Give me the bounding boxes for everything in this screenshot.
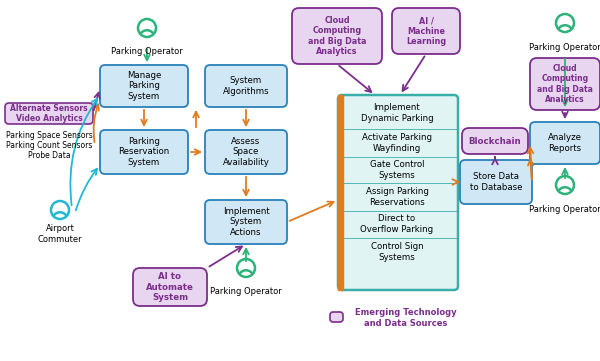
FancyBboxPatch shape	[205, 200, 287, 244]
FancyBboxPatch shape	[462, 128, 528, 154]
Text: Parking Operator: Parking Operator	[111, 48, 183, 57]
Text: Probe Data: Probe Data	[28, 152, 70, 161]
FancyBboxPatch shape	[133, 268, 207, 306]
FancyBboxPatch shape	[100, 65, 188, 107]
FancyBboxPatch shape	[338, 95, 458, 290]
FancyBboxPatch shape	[530, 58, 600, 110]
Bar	[338, 95, 343, 290]
Text: Control Sign
Systems: Control Sign Systems	[371, 242, 424, 262]
Text: Parking Space Sensors: Parking Space Sensors	[5, 131, 92, 140]
Text: Assess
Space
Availability: Assess Space Availability	[223, 137, 269, 167]
Text: Parking
Reservation
System: Parking Reservation System	[118, 137, 170, 167]
Text: Airport
Commuter: Airport Commuter	[38, 224, 82, 244]
FancyBboxPatch shape	[205, 65, 287, 107]
Text: Cloud
Computing
and Big Data
Analytics: Cloud Computing and Big Data Analytics	[308, 16, 366, 56]
Text: Parking Operator: Parking Operator	[210, 287, 282, 296]
Text: Gate Control
Systems: Gate Control Systems	[370, 160, 424, 180]
Text: Parking Operator: Parking Operator	[529, 43, 600, 52]
FancyBboxPatch shape	[292, 8, 382, 64]
Text: Direct to
Overflow Parking: Direct to Overflow Parking	[361, 214, 434, 234]
Text: Emerging Technology
and Data Sources: Emerging Technology and Data Sources	[355, 308, 457, 328]
FancyBboxPatch shape	[5, 103, 93, 124]
FancyBboxPatch shape	[205, 130, 287, 174]
Text: Blockchain: Blockchain	[469, 136, 521, 145]
Text: Manage
Parking
System: Manage Parking System	[127, 71, 161, 101]
Text: Assign Parking
Reservations: Assign Parking Reservations	[365, 187, 428, 207]
Text: Analyze
Reports: Analyze Reports	[548, 133, 582, 153]
FancyBboxPatch shape	[100, 130, 188, 174]
FancyBboxPatch shape	[530, 122, 600, 164]
FancyBboxPatch shape	[460, 160, 532, 204]
Text: Store Data
to Database: Store Data to Database	[470, 172, 522, 192]
FancyBboxPatch shape	[392, 8, 460, 54]
Text: Alternate Sensors
Video Analytics: Alternate Sensors Video Analytics	[10, 104, 88, 123]
Text: Implement
System
Actions: Implement System Actions	[223, 207, 269, 237]
FancyBboxPatch shape	[330, 312, 343, 322]
Text: Cloud
Computing
and Big Data
Analytics: Cloud Computing and Big Data Analytics	[537, 64, 593, 104]
Text: Implement
Dynamic Parking: Implement Dynamic Parking	[361, 103, 433, 123]
Text: Parking Operator: Parking Operator	[529, 204, 600, 213]
Text: AI to
Automate
System: AI to Automate System	[146, 272, 194, 302]
Text: System
Algorithms: System Algorithms	[223, 76, 269, 96]
Text: Activate Parking
Wayfinding: Activate Parking Wayfinding	[362, 133, 432, 153]
Text: Parking Count Sensors: Parking Count Sensors	[6, 142, 92, 151]
Text: AI /
Machine
Learning: AI / Machine Learning	[406, 16, 446, 46]
